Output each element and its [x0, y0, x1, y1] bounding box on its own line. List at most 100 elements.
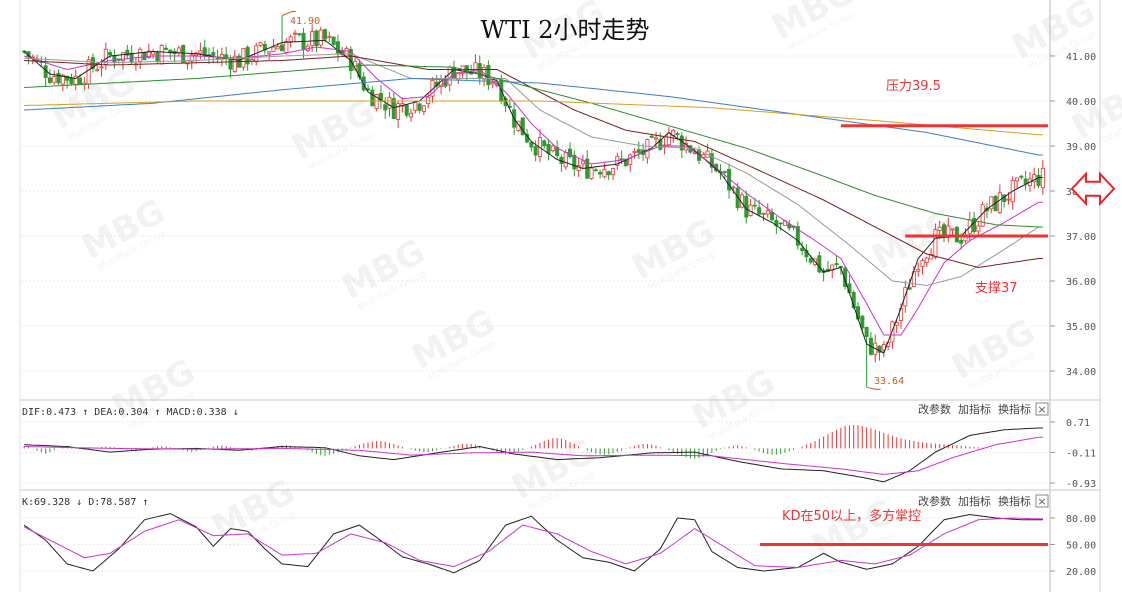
candle-body — [99, 66, 104, 69]
candle-body — [310, 31, 315, 46]
candle-body — [808, 258, 813, 263]
candle-body — [181, 44, 186, 63]
kd-close-box[interactable] — [1035, 494, 1049, 508]
candle-body — [108, 52, 113, 56]
macd-button-add[interactable]: 加指标 — [958, 402, 991, 416]
candle-body — [709, 153, 714, 168]
candle-body — [881, 344, 886, 351]
candle-body — [370, 89, 375, 107]
text-layer: WTI 2小时走势 DIF:0.473 ↑ DEA:0.304 ↑ MACD:0… — [22, 16, 1049, 524]
candle-body — [529, 141, 534, 148]
candle-body — [280, 44, 285, 52]
candle-body — [90, 57, 95, 70]
candle-body — [593, 169, 598, 172]
candle-body — [228, 58, 233, 70]
candle-body — [314, 30, 319, 47]
candle-body — [976, 225, 981, 232]
chart-title: WTI 2小时走势 — [480, 16, 649, 44]
macd-tick-label: 0.71 — [1066, 418, 1090, 429]
candle-body — [520, 117, 525, 136]
candle-body — [391, 98, 396, 119]
candle-body — [408, 112, 413, 118]
candle-body — [344, 47, 349, 57]
candle-body — [146, 50, 151, 59]
candle-body — [121, 52, 126, 62]
candle-body — [542, 140, 547, 147]
macd-close-box[interactable] — [1035, 402, 1049, 416]
candle-body — [972, 218, 977, 233]
candle-body — [752, 204, 757, 207]
candle-body — [163, 47, 168, 50]
candle-body — [675, 133, 680, 136]
candle-body — [142, 51, 147, 61]
candle-body — [997, 192, 1002, 213]
kd-close-icon[interactable]: × — [1037, 495, 1046, 508]
kd-layer — [23, 513, 1043, 574]
candle-body — [860, 315, 865, 329]
candle-body — [770, 211, 775, 221]
candle-body — [327, 35, 332, 38]
candle-layer — [22, 15, 1045, 388]
candle-body — [589, 167, 594, 180]
candle-body — [765, 210, 770, 215]
macd-dif-line — [24, 427, 1043, 483]
candle-body — [929, 253, 934, 260]
candle-body — [533, 146, 538, 156]
candle-body — [47, 77, 52, 83]
kd-k-line — [23, 513, 1043, 574]
candle-body — [486, 65, 491, 86]
candle-body — [877, 345, 882, 353]
candle-body — [396, 103, 401, 120]
low-marker-pointer — [866, 386, 881, 390]
candle-body — [267, 51, 272, 54]
candle-body — [864, 326, 869, 337]
candle-body — [275, 46, 280, 50]
candle-body — [138, 48, 143, 62]
candle-body — [331, 36, 336, 45]
candle-body — [1019, 175, 1024, 178]
double-arrow-icon — [1070, 171, 1116, 207]
candle-body — [374, 94, 379, 109]
kd-button-params[interactable]: 改参数 — [918, 494, 951, 508]
candle-body — [1040, 167, 1045, 189]
macd-button-switch[interactable]: 换指标 — [998, 402, 1031, 416]
candle-body — [937, 226, 942, 231]
candle-body — [211, 52, 216, 56]
price-tick-label: 39.00 — [1066, 142, 1096, 153]
candle-body — [795, 226, 800, 246]
candle-body — [56, 72, 61, 84]
candle-body — [1032, 174, 1037, 183]
kd-button-add[interactable]: 加指标 — [958, 494, 991, 508]
candle-body — [292, 32, 297, 35]
candle-body — [271, 46, 276, 52]
candle-body — [550, 145, 555, 152]
low-marker-label: 33.64 — [874, 376, 904, 387]
candle-body — [890, 321, 895, 343]
macd-close-icon[interactable]: × — [1037, 403, 1046, 416]
support-label: 支撑37 — [975, 281, 1018, 296]
candle-body — [78, 77, 83, 85]
candle-body — [834, 263, 839, 265]
macd-button-params[interactable]: 改参数 — [918, 402, 951, 416]
candle-body — [606, 171, 611, 176]
candle-body — [387, 96, 392, 109]
price-tick-label: 37.00 — [1066, 232, 1096, 243]
candle-body — [602, 168, 607, 178]
candle-body — [95, 69, 100, 72]
kd-annotation: KD在50以上，多方掌控 — [782, 508, 921, 524]
candle-body — [920, 260, 925, 267]
kd-tick-label: 20.00 — [1066, 567, 1096, 578]
candle-body — [572, 154, 577, 170]
kd-button-switch[interactable]: 换指标 — [998, 494, 1031, 508]
candle-body — [778, 222, 783, 225]
candle-body — [318, 29, 323, 46]
candle-body — [426, 96, 431, 105]
candle-body — [323, 29, 328, 40]
annotation-layer — [281, 11, 1116, 546]
candle-body — [60, 74, 65, 85]
candle-body — [555, 146, 560, 156]
candle-body — [580, 160, 585, 165]
